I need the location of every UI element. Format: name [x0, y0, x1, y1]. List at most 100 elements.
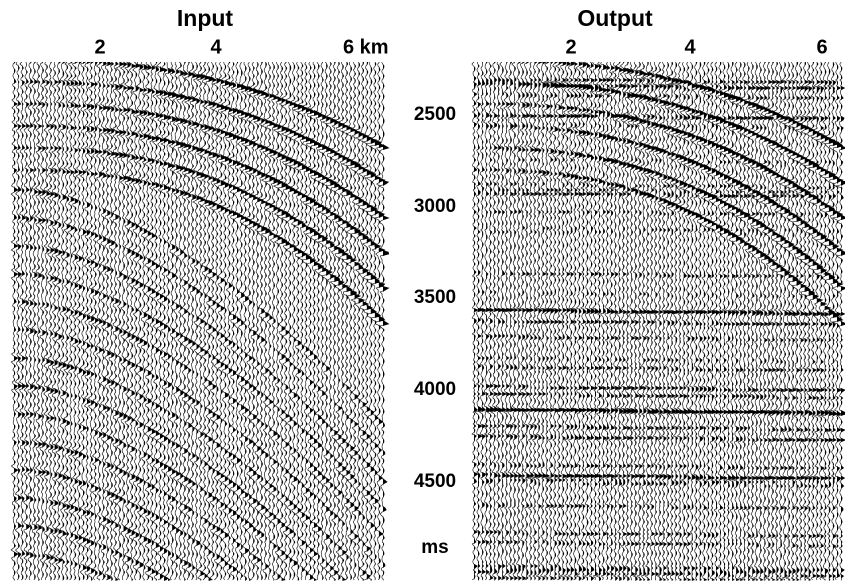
trace: [619, 61, 630, 581]
trace: [515, 61, 525, 581]
trace-fill: [780, 62, 787, 581]
trace: [168, 61, 177, 581]
trace: [834, 61, 845, 581]
trace: [99, 61, 109, 581]
trace-fill: [695, 62, 702, 581]
trace: [115, 61, 126, 581]
trace: [341, 61, 354, 581]
trace: [827, 61, 840, 581]
trace: [18, 61, 27, 581]
x-tick-label: 4: [210, 36, 222, 58]
trace: [228, 61, 240, 581]
trace-fill: [603, 62, 609, 581]
trace: [332, 61, 346, 581]
trace: [248, 61, 260, 581]
trace: [471, 61, 480, 581]
x-tick-label: 2: [94, 36, 105, 58]
trace: [691, 61, 703, 581]
trace: [755, 61, 768, 581]
trace: [675, 61, 687, 581]
trace: [35, 61, 43, 581]
trace: [55, 61, 64, 581]
trace: [59, 61, 68, 581]
trace-fill: [760, 62, 767, 581]
trace: [320, 61, 334, 581]
trace: [143, 61, 154, 581]
trace: [136, 61, 146, 581]
trace: [498, 61, 510, 581]
trace: [365, 61, 378, 581]
trace-fill: [619, 62, 625, 581]
trace: [43, 61, 51, 581]
trace: [587, 61, 598, 581]
trace: [667, 61, 679, 581]
trace-fill: [768, 62, 775, 581]
trace: [236, 61, 248, 581]
trace: [357, 61, 370, 581]
time-tick-label: 4000: [414, 379, 456, 400]
trace-fill: [683, 62, 690, 581]
trace-fill: [326, 62, 333, 581]
trace: [611, 61, 622, 581]
trace: [276, 61, 289, 581]
trace-fill: [534, 62, 541, 581]
trace-fill: [143, 62, 150, 581]
trace-fill: [83, 62, 88, 581]
trace: [474, 61, 485, 581]
trace: [579, 61, 590, 581]
trace: [831, 61, 844, 581]
trace: [244, 61, 256, 581]
trace: [595, 61, 606, 581]
trace-fill: [261, 62, 268, 581]
trace: [119, 61, 130, 581]
trace: [292, 61, 305, 581]
trace-fill: [796, 62, 803, 581]
time-tick-label: 3000: [414, 196, 456, 217]
trace: [192, 61, 204, 581]
trace: [256, 61, 268, 581]
trace: [718, 61, 731, 581]
trace: [314, 61, 325, 581]
trace-fill: [131, 62, 137, 581]
trace: [782, 61, 796, 581]
trace-fill: [139, 62, 145, 581]
trace: [495, 61, 505, 581]
trace: [670, 61, 683, 581]
trace: [630, 61, 642, 581]
trace-fill: [30, 62, 34, 581]
trace: [742, 61, 755, 581]
trace: [762, 61, 775, 581]
trace: [735, 61, 747, 581]
trace: [615, 61, 627, 581]
trace: [196, 61, 207, 581]
trace: [280, 61, 293, 581]
trace: [486, 61, 497, 581]
trace: [627, 61, 639, 581]
trace-fill: [285, 62, 292, 581]
trace-fill: [490, 62, 496, 581]
trace: [297, 61, 309, 581]
trace-fill: [95, 62, 100, 581]
trace: [10, 61, 19, 581]
trace: [721, 61, 735, 581]
trace: [787, 61, 800, 581]
time-tick-label: 4500: [414, 471, 456, 492]
trace: [747, 61, 760, 581]
trace: [63, 61, 72, 581]
panel-title: Output: [577, 5, 653, 31]
x-tick-label: 6: [816, 36, 827, 58]
trace: [655, 61, 667, 581]
trace-fill: [784, 62, 791, 581]
trace: [252, 61, 265, 581]
trace: [27, 61, 35, 581]
trace-fill: [200, 62, 206, 581]
trace: [659, 61, 671, 581]
trace: [711, 61, 723, 581]
trace: [663, 61, 674, 581]
trace: [535, 61, 546, 581]
trace: [362, 61, 374, 581]
trace-fill: [216, 62, 223, 581]
trace: [112, 61, 121, 581]
trace-fill: [591, 62, 597, 581]
